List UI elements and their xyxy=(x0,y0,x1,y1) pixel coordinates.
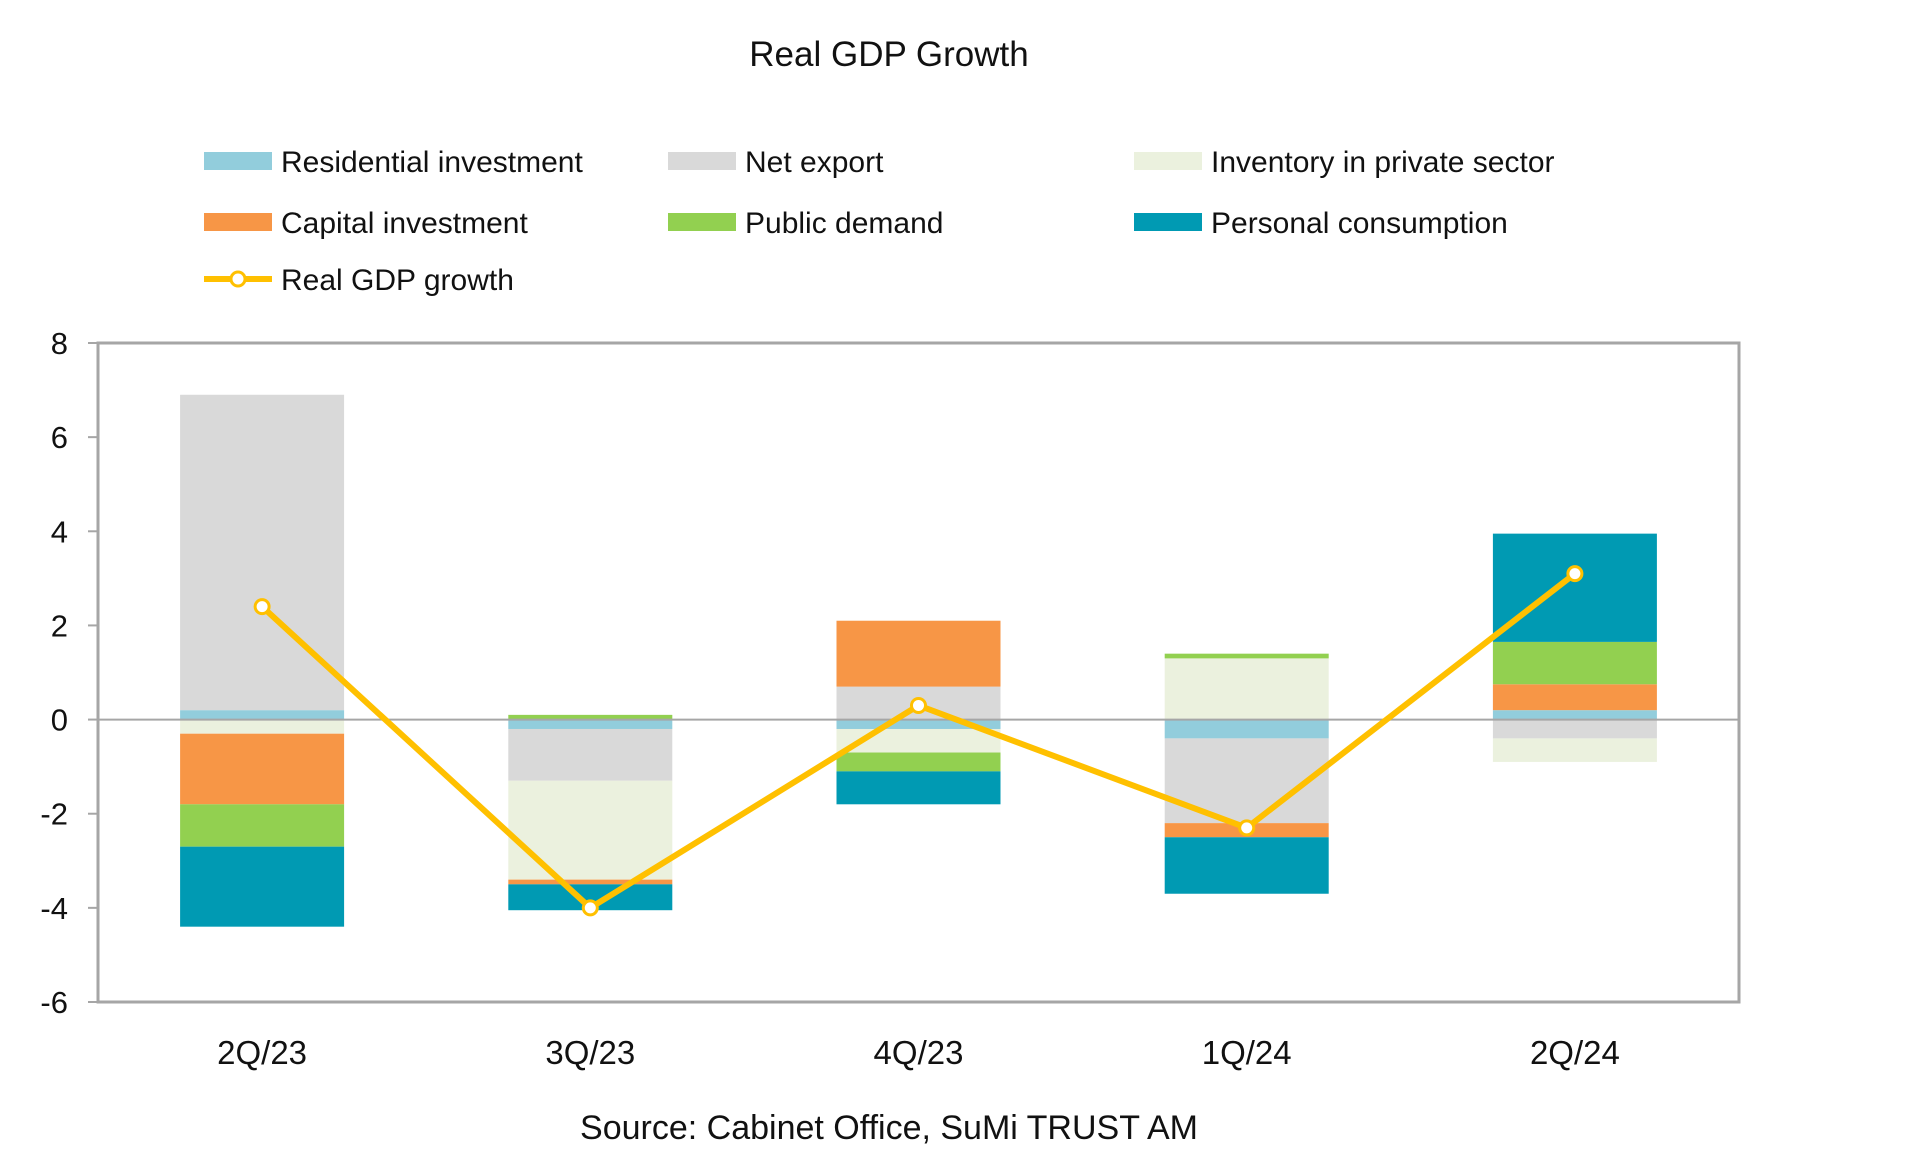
bar-segment xyxy=(836,719,1001,729)
bar-segment xyxy=(180,846,345,927)
bar-segment xyxy=(1492,641,1657,685)
chart-title: Real GDP Growth xyxy=(749,35,1028,74)
bar-segment xyxy=(508,879,673,885)
bar-segment xyxy=(508,719,673,729)
bar-segment xyxy=(1492,533,1657,642)
bar-segment xyxy=(836,620,1001,687)
x-tick-label: 4Q/23 xyxy=(874,1034,964,1071)
y-tick-label: 2 xyxy=(51,608,68,643)
legend-label: Capital investment xyxy=(281,207,528,240)
bar-segment xyxy=(508,714,673,720)
bar-segment xyxy=(836,752,1001,772)
bar-segment xyxy=(1164,837,1329,894)
legend-label: Residential investment xyxy=(281,146,583,179)
x-tick-label: 2Q/23 xyxy=(217,1034,307,1071)
gdp-growth-point xyxy=(1238,819,1256,837)
legend-swatch xyxy=(204,213,272,231)
bar-segment xyxy=(180,719,345,734)
legend-line-marker xyxy=(229,270,247,288)
bar-segment xyxy=(508,728,673,781)
legend-swatch xyxy=(204,152,272,170)
legend-swatch xyxy=(1134,213,1202,231)
bar-segment xyxy=(1492,738,1657,762)
legend-label: Real GDP growth xyxy=(281,264,514,297)
bar-segment xyxy=(180,710,345,720)
bar-segment xyxy=(180,733,345,805)
legend-label: Inventory in private sector xyxy=(1211,146,1555,179)
bar-segment xyxy=(836,771,1001,805)
legend-label: Personal consumption xyxy=(1211,207,1508,240)
y-tick-label: 4 xyxy=(51,514,68,549)
gdp-growth-point xyxy=(253,598,271,616)
bar-segment xyxy=(508,780,673,880)
gdp-growth-point xyxy=(910,696,927,714)
plot-frame xyxy=(96,341,1741,1004)
y-tick-label: -2 xyxy=(40,797,68,832)
y-tick-label: 6 xyxy=(51,420,68,455)
y-tick-label: -4 xyxy=(40,891,68,926)
legend-swatch xyxy=(668,213,736,231)
legend: Residential investment Net export Inventor… xyxy=(204,146,1555,297)
y-tick-label: 0 xyxy=(51,703,68,738)
legend-swatch xyxy=(668,152,736,170)
bar-segment xyxy=(1164,719,1329,739)
y-tick-label: -6 xyxy=(40,985,68,1020)
gdp-growth-point xyxy=(1566,565,1584,583)
bar-segment xyxy=(1492,684,1657,711)
bar-segment xyxy=(1492,710,1657,720)
bar-segment xyxy=(836,728,1001,753)
bar-segment xyxy=(180,804,345,847)
legend-label: Public demand xyxy=(745,207,943,240)
plot-area: 8 6 4 2 0 -2 -4 -6 2Q/23 3Q/23 4Q/23 1Q/24 2Q/24 xyxy=(40,326,1741,1071)
source-note: Source: Cabinet Office, SuMi TRUST AM xyxy=(580,1109,1198,1147)
x-tick-label: 3Q/23 xyxy=(545,1034,635,1071)
bar-segment xyxy=(1164,658,1329,720)
legend-label: Net export xyxy=(745,146,884,179)
x-tick-label: 2Q/24 xyxy=(1530,1034,1620,1071)
y-tick-label: 8 xyxy=(51,326,68,361)
bar-segment xyxy=(1164,653,1329,659)
bar-segment xyxy=(1492,719,1657,739)
x-tick-label: 1Q/24 xyxy=(1202,1034,1292,1071)
gdp-growth-point xyxy=(581,899,599,917)
legend-swatch xyxy=(1134,152,1202,170)
